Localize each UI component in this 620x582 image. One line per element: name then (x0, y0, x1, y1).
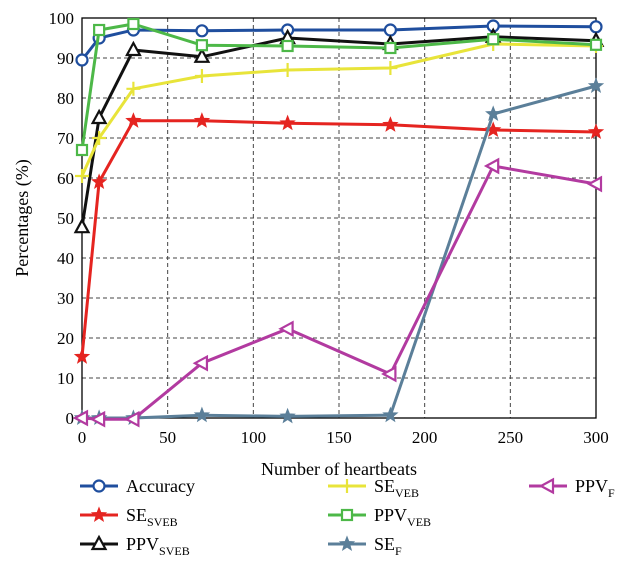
legend-item-ppv-veb: PPVVEB (328, 505, 431, 529)
data-point-se-sveb (279, 114, 296, 131)
data-point-ppv-f (278, 320, 294, 338)
legend-label: PPVSVEB (126, 534, 190, 558)
series-accuracy (75, 19, 603, 67)
data-point-ppv-sveb (193, 47, 211, 63)
data-point-ppv-veb (281, 39, 294, 53)
y-tick-label: 40 (57, 249, 74, 268)
legend-swatch-marker (90, 506, 108, 523)
data-point-se-f (485, 105, 502, 122)
data-point-se-f (382, 406, 399, 423)
legend-item-ppv-sveb: PPVSVEB (80, 534, 190, 558)
x-tick-label: 0 (78, 428, 87, 447)
data-point-accuracy (383, 23, 397, 37)
data-point-se-sveb (90, 173, 108, 190)
data-point-accuracy (195, 24, 209, 38)
legend-item-accuracy: Accuracy (80, 476, 195, 496)
legend-label: Accuracy (126, 476, 195, 496)
legend-item-se-veb: SEVEB (328, 476, 419, 500)
data-point-se-veb (383, 61, 398, 75)
y-axis-label: Percentages (%) (12, 159, 33, 276)
data-point-ppv-f (124, 410, 140, 428)
x-tick-label: 250 (498, 428, 524, 447)
data-point-ppv-sveb (125, 40, 142, 57)
data-point-se-veb (75, 169, 89, 183)
legend-swatch-marker (340, 508, 354, 522)
legend-label: PPVF (575, 476, 615, 500)
legend-swatch-marker (338, 535, 356, 552)
data-point-se-veb (126, 81, 141, 96)
legend-item-se-sveb: SESVEB (80, 505, 178, 529)
data-point-se-sveb (73, 348, 91, 364)
data-point-se-f (279, 407, 296, 424)
legend-label: SESVEB (126, 505, 178, 529)
data-point-se-sveb (587, 123, 605, 140)
y-tick-label: 20 (57, 329, 74, 348)
series-line-ppv-sveb (80, 35, 597, 228)
series-line-se-sveb (80, 119, 597, 357)
legend-swatch-marker (340, 479, 354, 493)
data-point-ppv-f (483, 157, 500, 175)
legend-swatch-marker (92, 479, 106, 493)
legend-swatch-marker (90, 534, 108, 551)
data-point-ppv-f (72, 409, 89, 427)
data-point-ppv-veb (127, 17, 140, 31)
y-tick-label: 80 (57, 89, 74, 108)
data-point-ppv-f (89, 410, 106, 428)
y-tick-label: 50 (57, 209, 74, 228)
legend-label: PPVVEB (374, 505, 431, 529)
data-point-se-veb (280, 63, 295, 77)
legend: Accuracy SESVEB PPVSVEB SEVEB PPVVEB SEF PPVF (80, 476, 615, 558)
series-ppv-f (72, 157, 603, 428)
legend-label: SEF (374, 534, 402, 558)
data-point-se-f (193, 406, 211, 423)
legend-swatch-marker (538, 477, 555, 495)
data-point-se-sveb (193, 112, 211, 128)
x-tick-label: 300 (583, 428, 609, 447)
data-point-se-veb (194, 69, 209, 83)
data-point-accuracy (75, 53, 89, 67)
y-tick-label: 0 (66, 409, 75, 428)
data-point-ppv-veb (487, 33, 500, 46)
y-tick-label: 10 (57, 369, 74, 388)
y-tick-label: 100 (49, 9, 75, 28)
data-point-se-sveb (125, 112, 142, 128)
data-point-ppv-f (586, 175, 603, 193)
legend-item-se-f: SEF (328, 534, 402, 558)
data-point-se-veb (92, 131, 107, 145)
data-point-se-sveb (382, 116, 399, 132)
data-point-ppv-veb (75, 143, 89, 157)
x-tick-label: 50 (159, 428, 176, 447)
y-tick-label: 90 (57, 49, 74, 68)
x-tick-label: 100 (241, 428, 267, 447)
data-point-ppv-f (192, 354, 209, 372)
legend-label: SEVEB (374, 476, 419, 500)
series-se-sveb (73, 112, 605, 364)
data-point-ppv-veb (589, 38, 603, 51)
data-point-ppv-veb (384, 41, 397, 55)
data-point-ppv-veb (93, 23, 106, 37)
x-tick-label: 150 (326, 428, 352, 447)
y-tick-label: 60 (57, 169, 74, 188)
series-ppv-veb (75, 17, 603, 157)
data-point-ppv-sveb (90, 108, 108, 125)
legend-item-ppv-f: PPVF (529, 476, 615, 500)
x-tick-label: 200 (412, 428, 438, 447)
data-point-accuracy (589, 20, 603, 34)
data-point-ppv-f (381, 365, 397, 383)
y-tick-label: 30 (57, 289, 74, 308)
series-line-se-veb (80, 42, 597, 177)
series-se-veb (75, 37, 603, 183)
grid (82, 18, 596, 418)
data-point-ppv-veb (195, 39, 209, 52)
data-point-se-f (587, 77, 605, 94)
tick-labels: 0 10 20 30 40 50 60 70 80 90 100 0 50 100 150 200 250 300 (49, 9, 609, 447)
data-point-ppv-sveb (73, 217, 91, 234)
series-layer (72, 17, 605, 428)
x-axis-label: Number of heartbeats (261, 459, 417, 479)
y-tick-label: 70 (57, 129, 74, 148)
